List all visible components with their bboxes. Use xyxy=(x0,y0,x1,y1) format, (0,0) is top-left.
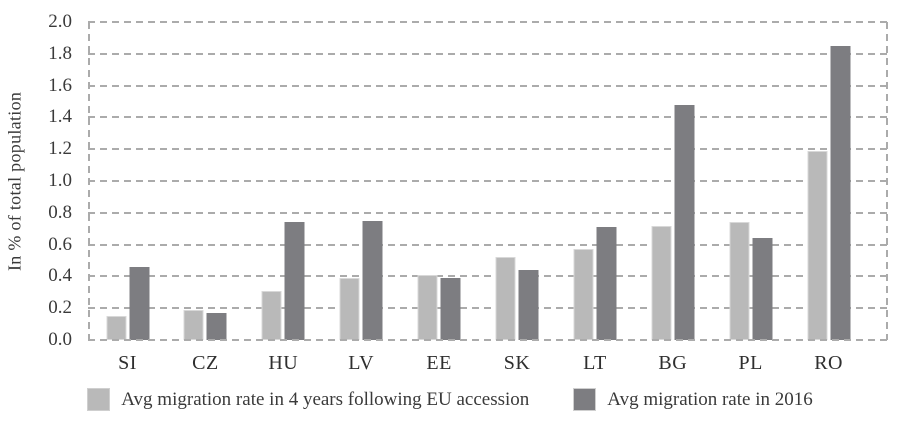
y-tick-label-2.0: 2.0 xyxy=(48,11,72,32)
y-tick-label-1.4: 1.4 xyxy=(48,106,72,128)
x-label-lv: LV xyxy=(348,352,375,374)
bar-group-bg xyxy=(651,105,695,340)
gridline-2.0 xyxy=(88,21,888,23)
x-label-ee: EE xyxy=(426,352,452,374)
y-tick-label-1.0: 1.0 xyxy=(48,170,72,191)
gridline-1.8 xyxy=(88,52,888,55)
gridline-1.4 xyxy=(88,116,888,119)
x-label-hu: HU xyxy=(268,352,299,374)
bar-ro-series0 xyxy=(807,151,828,340)
bar-group-ro xyxy=(807,46,851,340)
bar-ro-series1 xyxy=(830,46,851,340)
y-tick-label-0.6: 0.6 xyxy=(48,233,72,255)
bar-lt-series0 xyxy=(573,249,594,340)
bar-group-pl xyxy=(729,222,773,340)
bar-bg-series1 xyxy=(674,105,695,340)
bar-ee-series1 xyxy=(440,278,461,340)
bar-group-cz xyxy=(183,310,227,340)
bar-pl-series0 xyxy=(729,222,750,340)
y-tick-label-1.8: 1.8 xyxy=(48,42,72,64)
y-tick-label-1.2: 1.2 xyxy=(48,138,72,160)
bar-pl-series1 xyxy=(752,238,773,340)
legend-label-accession: Avg migration rate in 4 years following … xyxy=(121,388,530,410)
gridline-0.0 xyxy=(88,339,888,341)
bar-ee-series0 xyxy=(417,275,438,340)
x-label-ro: RO xyxy=(814,352,843,374)
legend-swatch-2016 xyxy=(573,388,597,411)
legend-label-2016: Avg migration rate in 2016 xyxy=(607,388,813,410)
x-label-lt: LT xyxy=(583,352,607,374)
legend-item-accession: Avg migration rate in 4 years following … xyxy=(87,388,529,411)
gridline-0.4 xyxy=(88,275,888,278)
gridline-0.6 xyxy=(88,243,888,246)
bar-group-lt xyxy=(573,227,617,340)
y-tick-label-0.0: 0.0 xyxy=(48,329,72,350)
bar-hu-series0 xyxy=(261,291,282,340)
gridline-1.6 xyxy=(88,84,888,87)
bar-group-ee xyxy=(417,275,461,340)
bar-lv-series0 xyxy=(339,278,360,340)
bar-group-sk xyxy=(495,257,539,340)
bar-hu-series1 xyxy=(284,222,305,340)
x-label-bg: BG xyxy=(658,352,688,374)
bar-group-si xyxy=(106,267,149,340)
gridline-0.8 xyxy=(88,211,888,214)
bar-lv-series1 xyxy=(362,221,383,340)
legend-swatch-accession xyxy=(87,388,111,411)
gridline-1.2 xyxy=(88,148,888,151)
x-label-si: SI xyxy=(118,352,137,374)
bar-bg-series0 xyxy=(651,226,672,340)
bar-cz-series1 xyxy=(206,313,227,340)
bar-group-lv xyxy=(339,221,383,340)
bar-si-series1 xyxy=(129,267,149,340)
y-tick-label-0.2: 0.2 xyxy=(48,297,72,319)
y-tick-label-0.8: 0.8 xyxy=(48,201,72,223)
x-label-sk: SK xyxy=(503,352,531,374)
bar-lt-series1 xyxy=(596,227,617,340)
bar-sk-series0 xyxy=(495,257,516,340)
y-tick-label-1.6: 1.6 xyxy=(48,74,72,96)
legend-item-2016: Avg migration rate in 2016 xyxy=(573,388,813,411)
bar-si-series0 xyxy=(106,316,126,340)
bar-cz-series0 xyxy=(183,310,204,340)
legend: Avg migration rate in 4 years following … xyxy=(0,388,900,411)
y-tick-label-0.4: 0.4 xyxy=(48,265,72,287)
plot-area xyxy=(88,21,888,341)
x-label-cz: CZ xyxy=(192,352,219,374)
gridline-1.0 xyxy=(88,180,888,182)
bar-group-hu xyxy=(261,222,305,340)
x-label-pl: PL xyxy=(738,352,763,374)
gridline-0.2 xyxy=(88,307,888,310)
bar-sk-series1 xyxy=(518,270,539,340)
